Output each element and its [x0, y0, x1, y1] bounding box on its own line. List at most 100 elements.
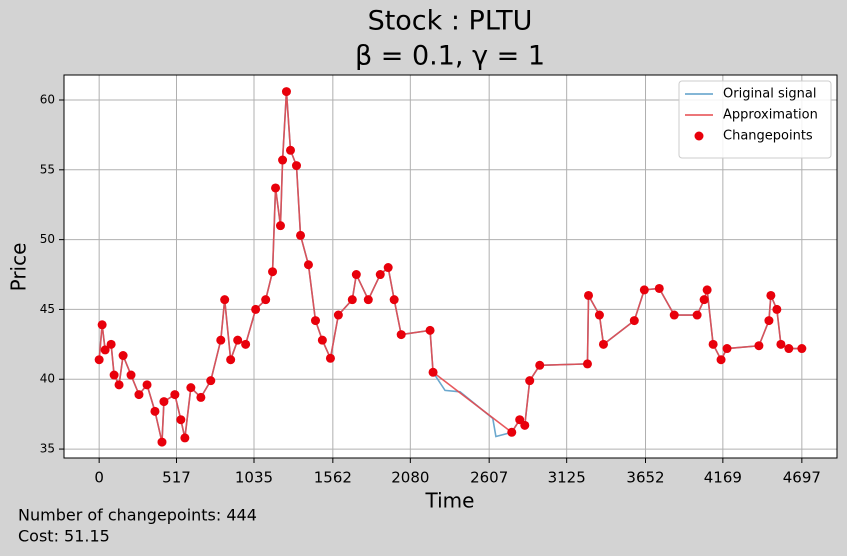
- changepoint: [389, 295, 399, 305]
- legend-label: Original signal: [723, 87, 816, 102]
- x-tick-label: 2080: [391, 469, 429, 487]
- annotation: Cost: 51.15: [18, 527, 110, 546]
- changepoint: [535, 360, 545, 370]
- changepoint: [396, 330, 406, 340]
- changepoint: [317, 335, 327, 345]
- x-tick-label: 1562: [314, 469, 352, 487]
- changepoint: [702, 285, 712, 295]
- changepoint: [784, 344, 794, 354]
- changepoint: [629, 316, 639, 326]
- changepoint: [425, 325, 435, 335]
- changepoint: [159, 397, 169, 407]
- changepoint: [428, 367, 438, 377]
- changepoint: [708, 339, 718, 349]
- changepoint: [281, 87, 291, 97]
- legend-box: [678, 80, 832, 159]
- changepoint: [692, 310, 702, 320]
- x-tick-label: 3652: [626, 469, 664, 487]
- changepoint: [226, 355, 236, 365]
- changepoint: [118, 351, 128, 361]
- changepoint: [114, 380, 124, 390]
- changepoint: [271, 183, 281, 193]
- y-axis-label: Price: [7, 243, 31, 292]
- changepoint: [754, 341, 764, 351]
- y-tick-label: 45: [40, 302, 55, 316]
- x-tick-label: 4169: [704, 469, 742, 487]
- changepoint: [196, 392, 206, 402]
- changepoint: [383, 263, 393, 273]
- changepoint: [722, 344, 732, 354]
- changepoint: [261, 295, 271, 305]
- changepoint: [716, 355, 726, 365]
- changepoint: [278, 155, 288, 165]
- changepoint: [351, 270, 361, 280]
- changepoint: [520, 420, 530, 430]
- changepoint: [206, 376, 216, 386]
- changepoint: [699, 295, 709, 305]
- x-tick-label: 1035: [235, 469, 273, 487]
- changepoint: [180, 433, 190, 443]
- changepoint: [275, 221, 285, 231]
- changepoint: [303, 260, 313, 270]
- changepoint: [170, 390, 180, 400]
- changepoint: [797, 344, 807, 354]
- changepoint: [268, 267, 278, 277]
- changepoint: [584, 290, 594, 300]
- changepoint: [285, 145, 295, 155]
- changepoint: [525, 376, 535, 386]
- changepoint: [507, 427, 517, 437]
- changepoint: [764, 316, 774, 326]
- changepoint: [157, 437, 167, 447]
- axes-frame: [63, 74, 838, 459]
- changepoint: [126, 370, 136, 380]
- annotation: Number of changepoints: 444: [18, 506, 257, 525]
- y-tick-label: 55: [40, 162, 55, 176]
- legend-marker: [694, 131, 704, 141]
- changepoint: [598, 339, 608, 349]
- changepoint: [310, 316, 320, 326]
- chart-title: Stock : PLTU: [368, 6, 533, 37]
- y-tick-label: 50: [40, 232, 55, 246]
- changepoint: [233, 335, 243, 345]
- changepoint: [772, 304, 782, 314]
- changepoint: [291, 161, 301, 171]
- changepoint: [363, 295, 373, 305]
- changepoint: [106, 339, 116, 349]
- changepoint: [669, 310, 679, 320]
- changepoint: [100, 345, 110, 355]
- changepoint: [325, 353, 335, 363]
- changepoint: [776, 339, 786, 349]
- x-tick-label: 2607: [470, 469, 508, 487]
- legend-label: Approximation: [723, 108, 818, 123]
- changepoint: [220, 295, 230, 305]
- y-tick-label: 40: [40, 372, 55, 386]
- changepoint: [241, 339, 251, 349]
- changepoint: [333, 310, 343, 320]
- x-tick-label: 0: [94, 469, 104, 487]
- changepoint: [134, 390, 144, 400]
- x-axis-label: Time: [425, 489, 475, 513]
- x-tick-label: 4697: [783, 469, 821, 487]
- x-tick-label: 517: [162, 469, 191, 487]
- changepoint: [594, 310, 604, 320]
- y-tick-label: 60: [40, 92, 55, 106]
- changepoint: [176, 415, 186, 425]
- changepoint: [639, 285, 649, 295]
- changepoint: [296, 230, 306, 240]
- changepoint: [97, 320, 107, 330]
- changepoint: [347, 295, 357, 305]
- changepoint: [654, 283, 664, 293]
- changepoint: [142, 380, 152, 390]
- changepoint: [94, 355, 104, 365]
- changepoint: [216, 335, 226, 345]
- chart-subtitle: β = 0.1, γ = 1: [355, 41, 545, 72]
- changepoint: [150, 406, 160, 416]
- changepoint: [375, 270, 385, 280]
- changepoint: [109, 370, 119, 380]
- changepoint: [582, 359, 592, 369]
- changepoint: [251, 304, 261, 314]
- legend-label: Changepoints: [723, 129, 813, 144]
- changepoint: [766, 290, 776, 300]
- x-tick-label: 3125: [548, 469, 586, 487]
